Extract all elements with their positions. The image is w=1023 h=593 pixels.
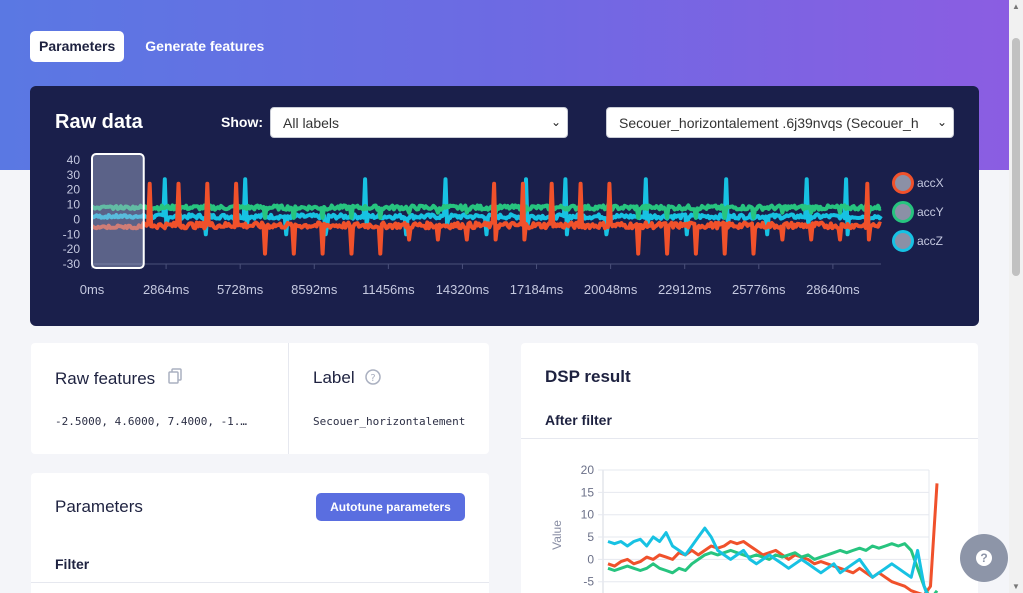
y-axis-label: Value xyxy=(550,520,564,550)
y-tick-label: 0 xyxy=(587,552,594,566)
show-label: Show: xyxy=(221,114,263,130)
raw-features-section: Raw features -2.5000, 4.6000, 7.4000, -1… xyxy=(55,343,275,454)
series-line-accz xyxy=(90,177,883,237)
raw-data-title: Raw data xyxy=(55,111,143,133)
raw-data-card: 40 30 20 10 0 -10 -20 -30 0ms 2864ms 5728ms 8592ms 1… xyxy=(30,86,979,326)
tab-generate-features[interactable]: Generate features xyxy=(145,38,265,54)
dsp-result-card: DSP result After filter 20151050-5-10Val… xyxy=(521,343,978,593)
scroll-down-arrow-icon[interactable]: ▼ xyxy=(1012,582,1020,591)
scrollbar-thumb[interactable] xyxy=(1012,38,1020,276)
autotune-parameters-button[interactable]: Autotune parameters xyxy=(316,493,465,521)
y-tick-label: -30 xyxy=(63,257,81,271)
x-tick-label: 28640ms xyxy=(806,282,860,297)
dsp-result-title: DSP result xyxy=(545,367,631,386)
legend-dot-accz xyxy=(892,230,914,252)
legend-item-accz[interactable]: accZ xyxy=(892,230,944,252)
filter-section-title: Filter xyxy=(55,556,90,572)
legend-label-accz: accZ xyxy=(917,234,944,248)
legend-dot-accx xyxy=(892,172,914,194)
raw-features-title: Raw features xyxy=(55,368,182,389)
series-line-accz xyxy=(607,526,929,593)
features-card: Raw features -2.5000, 4.6000, 7.4000, -1… xyxy=(31,343,489,454)
y-tick-label: 10 xyxy=(67,198,81,212)
tab-bar: Parameters Generate features xyxy=(30,31,285,62)
tab-parameters[interactable]: Parameters xyxy=(30,31,125,62)
help-circle-icon[interactable]: ? xyxy=(365,369,382,390)
y-tick-label: 20 xyxy=(581,463,595,477)
series-line-accx xyxy=(607,483,939,593)
y-tick-label: -5 xyxy=(583,575,594,589)
x-tick-label: 17184ms xyxy=(510,282,564,297)
y-tick-label: 10 xyxy=(581,508,595,522)
parameters-card: Parameters Autotune parameters Filter xyxy=(31,473,489,593)
legend-label-accy: accY xyxy=(917,205,944,219)
legend-item-accy[interactable]: accY xyxy=(892,201,944,223)
x-tick-label: 5728ms xyxy=(217,282,264,297)
x-tick-label: 14320ms xyxy=(436,282,490,297)
legend-label-accx: accX xyxy=(917,176,944,190)
label-section: Label ? Secouer_horizontalement xyxy=(313,343,483,454)
y-tick-label: 20 xyxy=(67,183,81,197)
window-selector[interactable] xyxy=(91,153,145,269)
label-value: Secouer_horizontalement xyxy=(313,415,466,428)
x-tick-label: 8592ms xyxy=(291,282,338,297)
after-filter-title: After filter xyxy=(545,412,612,428)
series-line-accy xyxy=(90,199,882,220)
label-filter-value: All labels xyxy=(283,115,340,131)
x-tick-label: 20048ms xyxy=(584,282,638,297)
series-line-accx xyxy=(90,181,882,256)
y-tick-label: 40 xyxy=(67,153,81,167)
svg-text:?: ? xyxy=(371,373,376,384)
sample-select[interactable]: Secouer_horizontalement .6j39nvqs (Secou… xyxy=(606,107,954,138)
y-tick-label: -10 xyxy=(63,227,81,241)
x-tick-label: 22912ms xyxy=(658,282,712,297)
y-tick-label: 15 xyxy=(581,485,595,499)
label-title: Label ? xyxy=(313,368,382,390)
x-tick-label: 2864ms xyxy=(143,282,190,297)
y-tick-label: 0 xyxy=(73,212,80,226)
question-icon: ? xyxy=(976,550,992,566)
raw-features-value: -2.5000, 4.6000, 7.4000, -1.… xyxy=(55,415,248,428)
divider xyxy=(31,582,489,583)
divider xyxy=(521,438,978,439)
sample-select-value: Secouer_horizontalement .6j39nvqs (Secou… xyxy=(619,115,919,131)
y-tick-label: 30 xyxy=(67,168,81,182)
chevron-down-icon: ⌄ xyxy=(550,115,561,129)
copy-icon[interactable] xyxy=(168,368,182,387)
x-tick-label: 25776ms xyxy=(732,282,786,297)
x-tick-label: 0ms xyxy=(80,282,105,297)
divider xyxy=(288,343,289,454)
chart-legend: accX accY accZ xyxy=(892,172,944,259)
parameters-title: Parameters xyxy=(55,497,143,516)
y-tick-label: 5 xyxy=(587,530,594,544)
legend-item-accx[interactable]: accX xyxy=(892,172,944,194)
y-tick-label: -20 xyxy=(63,242,81,256)
label-filter-select[interactable]: All labels ⌄ xyxy=(270,107,568,138)
chevron-down-icon: ⌄ xyxy=(936,115,947,129)
raw-features-title-text: Raw features xyxy=(55,369,156,388)
legend-dot-accy xyxy=(892,201,914,223)
label-title-text: Label xyxy=(313,368,355,387)
x-tick-label: 11456ms xyxy=(362,282,415,297)
help-button[interactable]: ? xyxy=(960,534,1008,582)
scroll-up-arrow-icon[interactable]: ▲ xyxy=(1012,2,1020,11)
